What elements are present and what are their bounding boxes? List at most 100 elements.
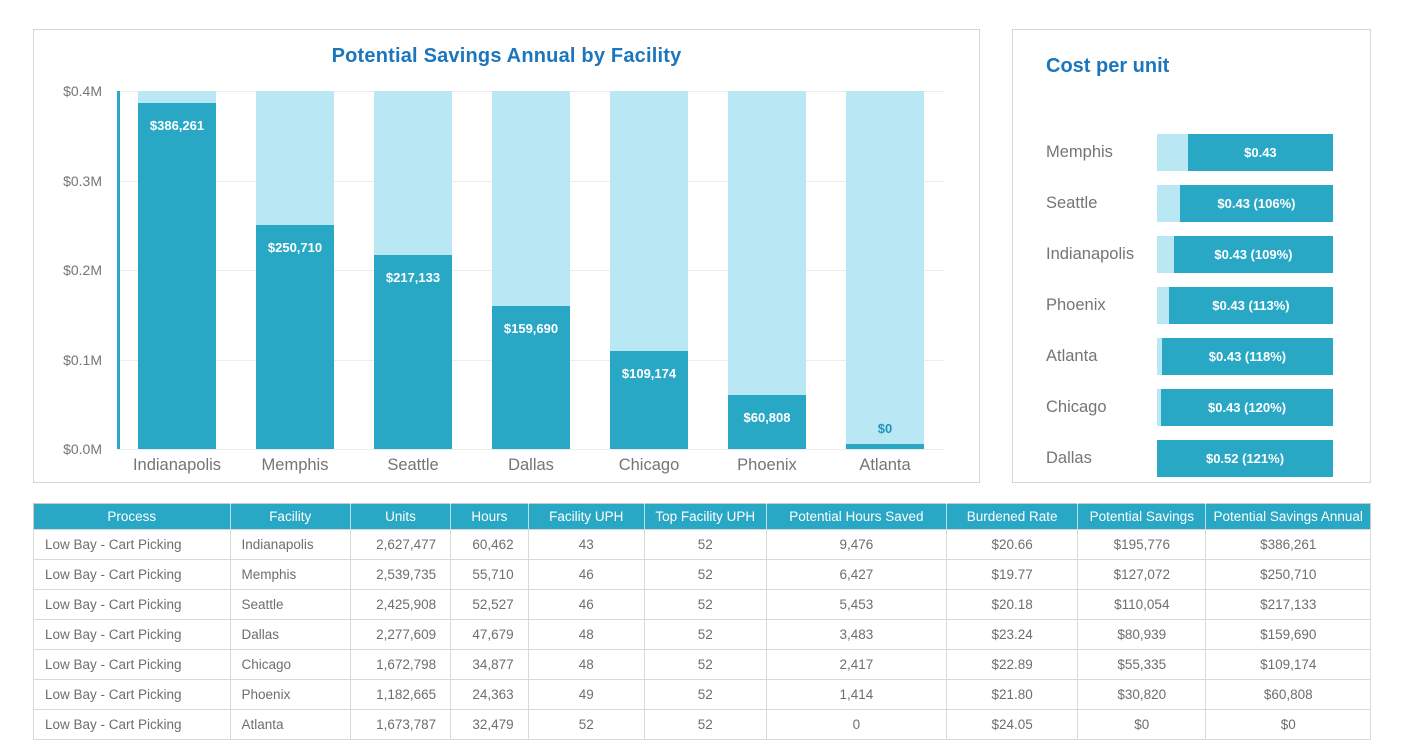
- table-cell: $0: [1077, 709, 1207, 740]
- table-cell: 52: [643, 619, 767, 650]
- bar-memphis[interactable]: [256, 224, 334, 449]
- table-cell: Phoenix: [229, 679, 351, 710]
- cost-row-label: Atlanta: [1046, 347, 1098, 365]
- table-row: Low Bay - Cart Picking Chicago 1,672,798 34…: [33, 649, 1371, 680]
- x-axis-label-atlanta: Atlanta: [859, 456, 911, 474]
- table-cell: $20.18: [946, 589, 1079, 620]
- table-cell: Low Bay - Cart Picking: [33, 559, 231, 590]
- bar-background-atlanta: $0: [846, 91, 924, 449]
- table-cell: 52: [643, 529, 767, 560]
- table-cell: $19.77: [946, 559, 1079, 590]
- cost-bar-dark-segment[interactable]: $0.43 (120%): [1161, 389, 1333, 426]
- cost-bar-dark-segment[interactable]: $0.43 (113%): [1168, 287, 1333, 324]
- cost-bar-dark-segment[interactable]: $0.52 (121%): [1157, 440, 1333, 477]
- table-cell: 49: [527, 679, 645, 710]
- table-cell: $250,710: [1205, 559, 1371, 590]
- cost-bar-dark-segment[interactable]: $0.43 (109%): [1173, 236, 1333, 273]
- bar-phoenix[interactable]: [728, 394, 806, 449]
- table-cell: $22.89: [946, 649, 1079, 680]
- table-cell: $195,776: [1077, 529, 1207, 560]
- x-axis-label-phoenix: Phoenix: [737, 456, 797, 474]
- bar-value-label: $0: [877, 421, 893, 436]
- bar-background-phoenix: $60,808: [728, 91, 806, 449]
- table-cell: 2,425,908: [349, 589, 452, 620]
- table-header-cell: Potential Savings Annual: [1205, 503, 1371, 530]
- cost-bar-value-label: $0.43 (109%): [1214, 247, 1293, 262]
- table-cell: $0: [1205, 709, 1371, 740]
- cost-bar-dark-segment[interactable]: $0.43: [1187, 134, 1333, 171]
- table-cell: Low Bay - Cart Picking: [33, 619, 231, 650]
- table-cell: 52: [643, 559, 767, 590]
- savings-chart-panel: Potential Savings Annual by Facility $0.…: [33, 29, 980, 483]
- cost-row-label: Dallas: [1046, 449, 1092, 467]
- table-cell: 34,877: [450, 649, 529, 680]
- table-row: Low Bay - Cart Picking Seattle 2,425,908 52…: [33, 589, 1371, 620]
- cost-bar-dark-segment[interactable]: $0.43 (118%): [1161, 338, 1333, 375]
- bar-indianapolis[interactable]: [138, 103, 216, 449]
- cost-bar: $0.43 (118%): [1157, 338, 1333, 375]
- table-cell: 32,479: [450, 709, 529, 740]
- table-cell: Memphis: [229, 559, 351, 590]
- cost-row-label: Indianapolis: [1046, 245, 1135, 263]
- cost-bar-light-segment: [1157, 389, 1162, 426]
- table-row: Low Bay - Cart Picking Indianapolis 2,627,…: [33, 529, 1371, 560]
- cost-bar-light-segment: [1157, 287, 1169, 324]
- cost-row-seattle: Seattle $0.43 (106%): [1046, 185, 1333, 222]
- bar-background-indianapolis: $386,261: [138, 91, 216, 449]
- bar-chicago[interactable]: [610, 351, 688, 449]
- y-axis-tick-label: $0.2M: [63, 262, 102, 278]
- bar-value-label: $159,690: [503, 321, 559, 337]
- table-cell: 52,527: [450, 589, 529, 620]
- bar-seattle[interactable]: [374, 254, 452, 449]
- cost-bar: $0.43 (109%): [1157, 236, 1333, 273]
- cost-bar-value-label: $0.43 (113%): [1212, 298, 1290, 313]
- table-cell: 6,427: [765, 559, 948, 590]
- savings-chart-title: Potential Savings Annual by Facility: [331, 45, 682, 67]
- gridline: [118, 449, 944, 450]
- cost-row-memphis: Memphis $0.43: [1046, 134, 1333, 171]
- table-header-cell: Process: [33, 503, 231, 530]
- bar-background-seattle: $217,133: [374, 91, 452, 449]
- table-cell: 46: [527, 589, 645, 620]
- y-axis-tick-label: $0.4M: [63, 83, 102, 99]
- table-header-cell: Top Facility UPH: [644, 503, 767, 530]
- bars-container: $386,261 $250,710 $217,133 $159,690 $109,174…: [118, 91, 944, 449]
- bar-value-label: $109,174: [621, 366, 677, 382]
- cost-bar: $0.43: [1157, 134, 1333, 171]
- table-cell: 52: [643, 679, 767, 710]
- table-cell: $55,335: [1077, 649, 1207, 680]
- cost-bar: $0.43 (113%): [1157, 287, 1333, 324]
- table-cell: 47,679: [450, 619, 529, 650]
- table-cell: 2,277,609: [349, 619, 452, 650]
- bar-value-label: $60,808: [743, 409, 791, 425]
- table-cell: Dallas: [229, 619, 351, 650]
- savings-chart-plot-area: $0.4M $0.3M $0.2M $0.1M $0.0M $386,261 $250,71…: [63, 83, 944, 457]
- table-cell: 52: [643, 709, 767, 740]
- table-row: Low Bay - Cart Picking Atlanta 1,673,787 32…: [33, 709, 1371, 740]
- bar-value-label: $217,133: [385, 269, 441, 285]
- cost-bar-value-label: $0.52 (121%): [1205, 451, 1285, 466]
- cost-row-label: Memphis: [1046, 143, 1113, 161]
- table-cell: $60,808: [1205, 679, 1371, 710]
- table-header-cell: Hours: [450, 503, 529, 530]
- table-cell: 1,673,787: [349, 709, 452, 740]
- cost-bar: $0.43 (106%): [1157, 185, 1333, 222]
- table-cell: $217,133: [1205, 589, 1371, 620]
- bar-value-label: $250,710: [267, 239, 323, 255]
- table-cell: 52: [643, 589, 767, 620]
- table-cell: 1,414: [765, 679, 948, 710]
- cost-row-indianapolis: Indianapolis $0.43 (109%): [1046, 236, 1333, 273]
- bar-atlanta[interactable]: [846, 444, 924, 449]
- table-cell: 48: [527, 649, 645, 680]
- cost-bar-light-segment: [1157, 338, 1162, 375]
- bar-background-dallas: $159,690: [492, 91, 570, 449]
- table-cell: $127,072: [1077, 559, 1207, 590]
- table-header-cell: Facility UPH: [528, 503, 645, 530]
- table-cell: 52: [527, 709, 645, 740]
- cost-bar-value-label: $0.43: [1244, 145, 1277, 160]
- cost-per-unit-rows: Memphis $0.43 Seattle $0.43 (106%) Indianapo…: [1046, 134, 1333, 491]
- bar-dallas[interactable]: [492, 306, 570, 449]
- bar-background-memphis: $250,710: [256, 91, 334, 449]
- cost-bar-dark-segment[interactable]: $0.43 (106%): [1179, 185, 1333, 222]
- table-cell: $109,174: [1205, 649, 1371, 680]
